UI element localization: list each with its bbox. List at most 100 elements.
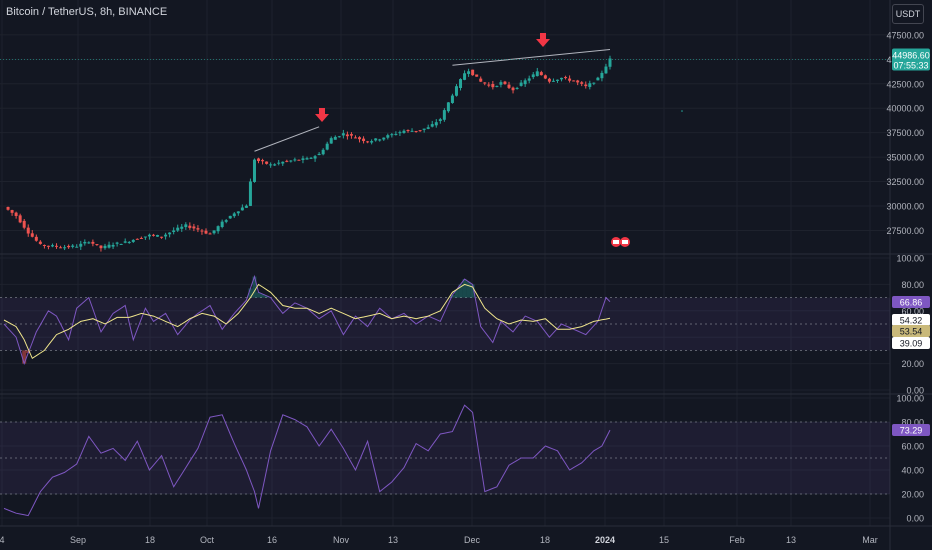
candle-body xyxy=(10,210,14,213)
time-axis-label: 16 xyxy=(267,535,277,545)
candle-body xyxy=(30,233,34,237)
candle-body xyxy=(156,235,160,237)
time-axis-label: Oct xyxy=(200,535,215,545)
rsi-value-text: 54.32 xyxy=(900,316,923,326)
trendline xyxy=(254,126,320,152)
price-axis-label: 37500.00 xyxy=(886,128,924,138)
candle-body xyxy=(535,71,539,77)
candle-body xyxy=(196,228,200,230)
candle-body xyxy=(430,124,434,127)
price-axis-label: 40000.00 xyxy=(886,104,924,114)
price-axis-label: 27500.00 xyxy=(886,226,924,236)
candle-body xyxy=(531,74,535,78)
price-axis-label: 100.00 xyxy=(896,254,924,264)
candle-body xyxy=(119,243,123,245)
candle-body xyxy=(337,136,341,138)
candle-body xyxy=(434,122,438,126)
flag-icon-inner xyxy=(622,240,628,244)
candle-body xyxy=(273,164,277,166)
candle-body xyxy=(232,213,236,217)
candle-body xyxy=(248,181,252,206)
candle-body xyxy=(471,69,475,76)
time-axis-label: Mar xyxy=(862,535,878,545)
candle-body xyxy=(172,230,176,233)
candle-body xyxy=(414,130,418,132)
candle-body xyxy=(406,130,410,132)
candle-body xyxy=(123,241,127,243)
candle-body xyxy=(370,141,374,143)
candle-body xyxy=(410,130,414,132)
candle-body xyxy=(596,77,600,81)
candle-body xyxy=(208,233,212,235)
time-axis-label: 13 xyxy=(388,535,398,545)
time-axis-label: Feb xyxy=(729,535,745,545)
candle-body xyxy=(547,78,551,82)
candle-body xyxy=(358,137,362,140)
candle-body xyxy=(495,85,499,87)
candle-body xyxy=(572,80,576,82)
candle-body xyxy=(321,149,325,155)
rsi-value-tag xyxy=(892,325,930,337)
candle-body xyxy=(353,137,357,139)
rsi-value-text: 53.54 xyxy=(900,327,923,337)
candle-body xyxy=(50,245,54,247)
rsi-value-tag xyxy=(892,314,930,326)
candle-body xyxy=(374,138,378,141)
candle-body xyxy=(418,130,422,132)
candle-body xyxy=(426,127,430,129)
candle-body xyxy=(87,242,91,244)
time-axis-label: 13 xyxy=(786,535,796,545)
price-axis-label: 0.00 xyxy=(906,386,924,396)
candle-body xyxy=(34,236,38,241)
price-axis-label: 0.00 xyxy=(906,514,924,524)
candle-body xyxy=(325,143,329,150)
candle-body xyxy=(382,137,386,140)
candle-body xyxy=(507,84,511,88)
candle-body xyxy=(564,77,568,79)
candle-body xyxy=(26,227,30,234)
price-axis-label: 40.00 xyxy=(901,466,924,476)
candle-body xyxy=(301,158,305,161)
candle-body xyxy=(402,130,406,133)
candle-body xyxy=(309,157,313,159)
chart-title: Bitcoin / TetherUS, 8h, BINANCE xyxy=(6,6,168,18)
candle-body xyxy=(487,84,491,86)
candle-body xyxy=(362,138,366,142)
price-axis-label: 47500.00 xyxy=(886,30,924,40)
candle-body xyxy=(71,245,75,247)
overlays xyxy=(0,33,890,247)
candle-body xyxy=(160,236,164,238)
candle-body xyxy=(475,74,479,77)
candle-body xyxy=(111,244,115,247)
currency-button[interactable]: USDT xyxy=(892,4,924,24)
candle-body xyxy=(568,78,572,81)
candle-body xyxy=(212,230,216,234)
candle-body xyxy=(200,230,204,232)
candle-body xyxy=(176,227,180,231)
candle-body xyxy=(608,58,612,67)
candle-body xyxy=(228,215,232,219)
candle-body xyxy=(147,234,151,237)
down-arrow-icon xyxy=(315,108,329,122)
candle-body xyxy=(204,230,208,234)
candle-body xyxy=(224,220,228,222)
band-rsi-2 xyxy=(0,421,890,495)
price-axis-label: 60.00 xyxy=(901,306,924,316)
candle-body xyxy=(184,224,188,228)
candle-body xyxy=(576,80,580,83)
candle-body xyxy=(454,86,458,96)
candle-body xyxy=(386,135,390,138)
candle-body xyxy=(523,80,527,85)
candle-body xyxy=(265,161,269,164)
candle-body xyxy=(6,207,10,210)
price-axis[interactable]: 27500.00 30000.00 32500.00 35000.00 37500.00… xyxy=(886,30,930,524)
candle-body xyxy=(95,244,99,246)
candle-body xyxy=(341,133,345,136)
candle-body xyxy=(438,119,442,122)
rsi-value-text: 66.86 xyxy=(900,298,923,308)
time-axis[interactable]: 4 Sep 18 Oct 16 Nov 13 Dec 18 2024 15 Feb 13 Mar xyxy=(0,535,878,545)
candle-body xyxy=(289,160,293,162)
price-axis-label: 30000.00 xyxy=(886,202,924,212)
candle-body xyxy=(467,71,471,74)
